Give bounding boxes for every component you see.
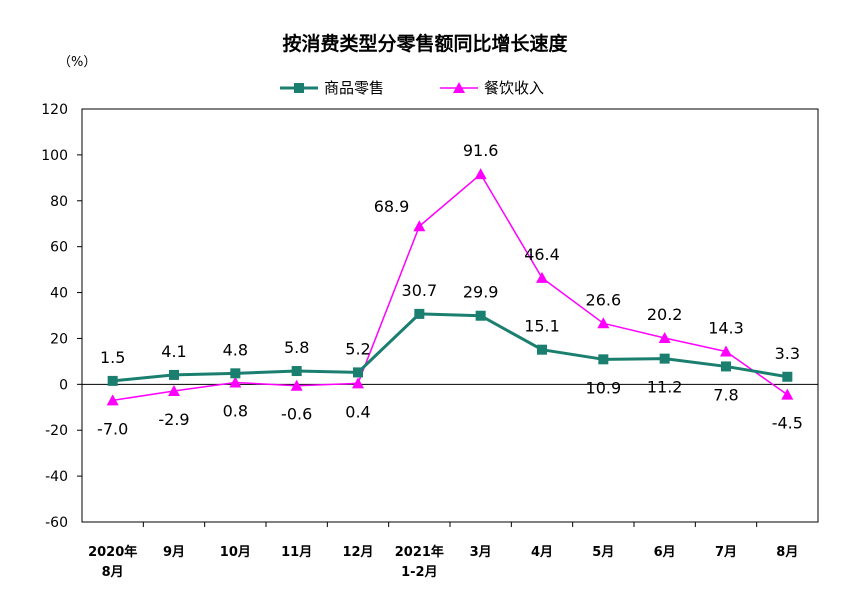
data-point-catering [229,376,242,388]
y-tick-label: -60 [45,515,68,531]
y-tick-label: 80 [50,194,68,210]
data-point-catering [168,384,180,396]
data-point-catering [781,388,794,400]
x-tick-label: 7月 [715,545,737,560]
data-label-catering: 0.4 [345,402,370,421]
legend-label-catering: 餐饮收入 [484,79,544,97]
legend-entry-catering: 餐饮收入 [440,79,544,97]
data-label-catering: 26.6 [586,290,622,309]
data-label-retail: 11.2 [647,378,683,397]
x-tick-label: 2021年 1-2月 [395,544,444,580]
y-tick-label: 20 [50,331,68,347]
data-point-catering [536,271,548,283]
data-point-catering [352,377,364,389]
data-point-retail [721,361,731,372]
legend: 商品零售 餐饮收入 [280,79,544,97]
data-point-retail [107,375,118,386]
data-point-catering [597,317,610,329]
y-tick-label: 0 [59,377,68,393]
data-point-retail [230,368,241,379]
legend-marker-triangle [453,82,465,93]
data-label-retail: 15.1 [524,317,560,336]
data-point-catering [106,394,119,406]
y-tick-label: -40 [45,469,68,485]
data-point-catering [474,168,487,180]
data-label-catering: 20.2 [647,305,683,324]
x-tick-label: 10月 [220,545,251,560]
data-label-retail: 1.5 [100,348,125,367]
x-tick-label: 3月 [470,545,492,560]
data-point-retail [169,369,179,380]
data-point-retail [414,308,425,319]
data-label-catering: -2.9 [158,410,189,429]
legend-marker-square [294,83,304,93]
x-tick-label: 8月 [776,545,798,560]
data-point-retail [598,354,609,365]
x-tick-label: 5月 [592,545,614,560]
data-label-retail: 10.9 [586,378,622,397]
data-point-retail [475,310,486,321]
y-tick-label: -20 [45,423,68,439]
data-point-retail [782,371,793,382]
chart-title: 按消费类型分零售额同比增长速度 [282,32,568,55]
data-label-retail: 29.9 [463,283,499,302]
data-point-catering [413,220,426,232]
data-point-catering [658,331,671,343]
data-point-retail [537,344,547,355]
data-point-retail [353,367,363,378]
x-tick-label: 12月 [342,545,373,560]
data-label-catering: 0.8 [223,401,248,420]
y-tick-label: 120 [41,102,68,118]
y-tick-label: 60 [50,240,68,256]
y-axis: 120 100 80 60 40 20 0 -20 -40 -60 [41,102,82,531]
data-label-retail: 5.2 [345,339,370,358]
legend-label-retail: 商品零售 [324,79,384,97]
series-layer [106,168,794,406]
data-label-catering: 46.4 [524,245,560,264]
data-point-catering [290,379,303,391]
legend-entry-retail: 商品零售 [280,79,384,97]
data-label-catering: -0.6 [281,405,312,424]
x-tick-label: 11月 [281,545,312,560]
y-tick-label: 40 [50,286,68,302]
data-label-catering: 14.3 [708,319,744,338]
data-point-catering [720,345,732,357]
data-label-catering: -4.5 [772,414,803,433]
x-axis: 2020年 8月 9月 10月 11月 12月 2021年 1-2月 3月 4月 5月 6月 7月 8月 [82,383,818,580]
data-point-retail [659,353,670,364]
data-label-retail: 30.7 [402,281,438,300]
data-label-catering: 68.9 [374,197,410,216]
x-tick-label: 2020年 8月 [88,544,137,580]
data-label-retail: 7.8 [713,385,738,404]
series-line-catering [112,173,788,402]
x-tick-label: 4月 [531,545,553,560]
data-label-retail: 4.8 [223,340,248,359]
y-tick-label: 100 [41,148,68,164]
data-label-retail: 4.1 [161,342,186,361]
x-tick-label: 6月 [654,545,676,560]
series-line-retail [112,312,788,383]
data-label-retail: 5.8 [284,338,309,357]
data-point-retail [291,366,302,377]
x-tick-label: 9月 [163,545,185,560]
data-label-catering: -7.0 [97,419,128,438]
data-labels: 1.5 4.1 4.8 5.8 5.2 30.7 29.9 15.1 10.9 11.2 7.8 3.… [97,141,803,438]
data-label-retail: 3.3 [775,344,800,363]
unit-label: （%） [58,55,96,70]
data-label-catering: 91.6 [463,141,499,160]
